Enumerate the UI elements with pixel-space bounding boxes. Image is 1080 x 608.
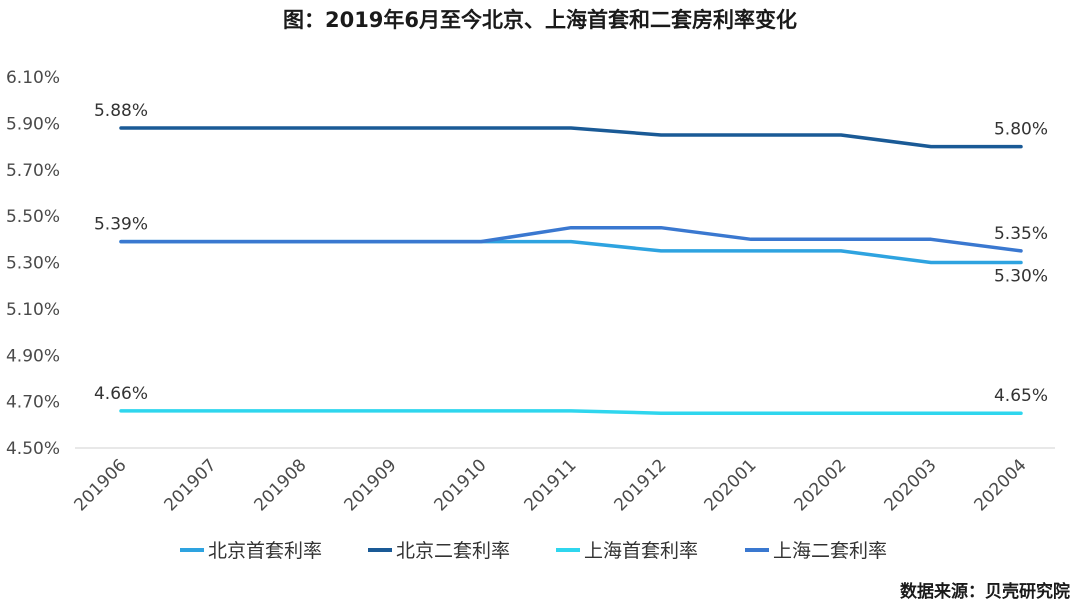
y-tick-label: 4.50% <box>6 439 60 459</box>
x-tick-label: 202001 <box>700 455 760 515</box>
legend-label: 上海二套利率 <box>773 540 887 562</box>
legend-item: 北京二套利率 <box>368 540 510 562</box>
y-tick-label: 5.50% <box>6 207 60 227</box>
y-tick-label: 6.10% <box>6 68 60 88</box>
legend-label: 北京二套利率 <box>396 540 510 562</box>
data-label: 5.80% <box>994 120 1048 140</box>
legend-item: 北京首套利率 <box>180 540 322 562</box>
series-line <box>119 239 1023 265</box>
y-tick-label: 5.30% <box>6 254 60 274</box>
y-tick-label: 4.70% <box>6 393 60 413</box>
y-tick-label: 5.90% <box>6 114 60 134</box>
data-label: 5.35% <box>994 224 1048 244</box>
legend-item: 上海二套利率 <box>745 540 887 562</box>
y-tick-label: 5.70% <box>6 161 60 181</box>
x-tick-label: 201912 <box>610 455 670 515</box>
x-tick-label: 201909 <box>340 455 400 515</box>
data-labels: 5.88% 5.80% 5.39% 5.35% 5.30% 4.66% 4.65% <box>94 101 1048 406</box>
series-line <box>119 126 1023 149</box>
x-tick-label: 201911 <box>520 455 580 515</box>
legend-label: 上海首套利率 <box>584 540 698 562</box>
data-label: 5.39% <box>94 215 148 235</box>
series-line <box>119 225 1023 253</box>
x-tick-label: 202002 <box>790 455 850 515</box>
legend-item: 上海首套利率 <box>556 540 698 562</box>
y-axis: 4.50% 4.70% 4.90% 5.10% 5.30% 5.50% 5.70% 5.90%… <box>6 68 60 459</box>
source-note: 数据来源：贝壳研究院 <box>900 582 1070 602</box>
x-tick-label: 201910 <box>430 455 490 515</box>
data-label: 4.66% <box>94 384 148 404</box>
series-line <box>119 409 1023 415</box>
x-tick-label: 201907 <box>160 455 220 515</box>
data-label: 5.88% <box>94 101 148 121</box>
y-tick-label: 5.10% <box>6 300 60 320</box>
x-axis: 201906 201907 201908 201909 201910 201911 2019… <box>70 447 1055 515</box>
x-tick-label: 202004 <box>970 455 1030 515</box>
series-lines <box>119 126 1023 415</box>
data-label: 5.30% <box>994 267 1048 287</box>
y-tick-label: 4.90% <box>6 346 60 366</box>
legend: 北京首套利率 北京二套利率 上海首套利率 上海二套利率 <box>180 540 887 562</box>
chart-title: 图：2019年6月至今北京、上海首套和二套房利率变化 <box>282 8 798 32</box>
data-label: 4.65% <box>994 386 1048 406</box>
x-tick-label: 201906 <box>70 455 130 515</box>
legend-label: 北京首套利率 <box>208 540 322 562</box>
x-tick-label: 202003 <box>880 455 940 515</box>
x-tick-label: 201908 <box>250 455 310 515</box>
